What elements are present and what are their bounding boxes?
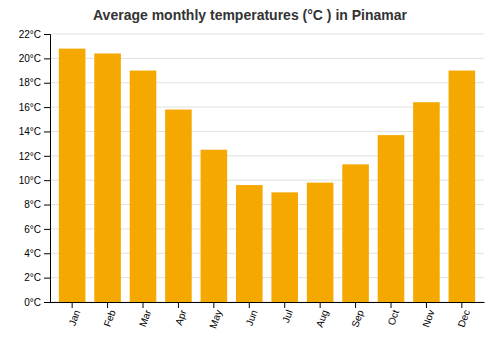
x-tick-label: Aug: [314, 308, 330, 328]
x-tick-mark: [391, 302, 392, 308]
y-tick-label: 20°C: [19, 53, 41, 64]
x-tick-mark: [143, 302, 144, 308]
x-tick-label: Jul: [280, 308, 295, 324]
y-tick-mark: [44, 34, 50, 35]
bar: [449, 71, 476, 302]
y-tick-label: 12°C: [19, 151, 41, 162]
y-tick: 8°C: [24, 199, 50, 210]
y-tick: 4°C: [24, 248, 50, 259]
bar: [165, 110, 192, 302]
bar: [413, 102, 440, 302]
y-tick-mark: [44, 253, 50, 254]
y-tick-mark: [44, 229, 50, 230]
x-tick: Feb: [102, 302, 118, 328]
bar: [307, 183, 334, 302]
x-tick-mark: [320, 302, 321, 308]
y-tick-label: 10°C: [19, 175, 41, 186]
y-tick-label: 22°C: [19, 29, 41, 40]
plot-area: Jan Feb Mar Apr May Jun Jul Aug Sep Oct Nov Dec 0°C 2…: [19, 29, 485, 330]
x-tick-label: Jun: [244, 308, 260, 327]
x-tick: Dec: [456, 302, 472, 329]
y-tick-label: 18°C: [19, 77, 41, 88]
x-tick-mark: [178, 302, 179, 308]
x-tick-mark: [426, 302, 427, 308]
bar: [378, 135, 405, 302]
chart-svg: Jan Feb Mar Apr May Jun Jul Aug Sep Oct Nov Dec 0°C 2…: [0, 0, 500, 350]
bar: [201, 150, 228, 302]
x-tick: Apr: [173, 302, 189, 327]
x-axis: Jan Feb Mar Apr May Jun Jul Aug Sep Oct Nov Dec: [51, 302, 485, 330]
y-tick-mark: [44, 131, 50, 132]
x-tick: Jun: [244, 302, 260, 327]
x-tick-label: Oct: [386, 308, 402, 327]
bar: [271, 192, 298, 302]
y-tick-mark: [44, 278, 50, 279]
x-tick-mark: [213, 302, 214, 308]
x-tick-mark: [72, 302, 73, 308]
y-tick-label: 16°C: [19, 102, 41, 113]
bar: [236, 185, 263, 302]
chart-container: Jan Feb Mar Apr May Jun Jul Aug Sep Oct Nov Dec 0°C 2…: [0, 0, 500, 350]
y-tick: 6°C: [24, 224, 50, 235]
x-tick: Jul: [280, 302, 295, 324]
x-tick: Jan: [66, 302, 82, 327]
x-axis-line: [51, 302, 485, 303]
y-tick-mark: [44, 83, 50, 84]
x-tick-mark: [107, 302, 108, 308]
y-tick-label: 8°C: [24, 199, 41, 210]
x-tick-label: Sep: [349, 308, 366, 329]
x-tick: May: [207, 302, 224, 330]
x-tick-label: May: [207, 308, 224, 330]
x-tick-mark: [461, 302, 462, 308]
y-tick-mark: [44, 302, 50, 303]
y-tick-label: 4°C: [24, 248, 41, 259]
bar: [342, 164, 369, 302]
x-tick-mark: [355, 302, 356, 308]
x-tick-mark: [249, 302, 250, 308]
bars: [59, 49, 475, 302]
chart-title: Average monthly temperatures (°C ) in Pi…: [93, 7, 407, 23]
bar: [130, 71, 157, 302]
y-tick: 2°C: [24, 272, 50, 283]
x-tick: Oct: [386, 302, 402, 327]
x-tick-label: Jan: [66, 308, 82, 327]
y-tick: 20°C: [19, 53, 50, 64]
y-tick-label: 6°C: [24, 224, 41, 235]
x-tick-label: Dec: [456, 308, 472, 328]
y-tick-mark: [44, 58, 50, 59]
bar: [94, 53, 121, 302]
y-tick: 22°C: [19, 29, 50, 40]
y-tick: 0°C: [24, 297, 50, 308]
y-tick-mark: [44, 107, 50, 108]
y-tick: 10°C: [19, 175, 50, 186]
x-tick-mark: [284, 302, 285, 308]
x-tick: Aug: [314, 302, 330, 329]
y-tick: 14°C: [19, 126, 50, 137]
x-tick: Sep: [349, 302, 366, 329]
y-tick-label: 2°C: [24, 272, 41, 283]
y-tick-mark: [44, 205, 50, 206]
y-axis-line: [44, 35, 51, 303]
y-tick-mark: [44, 180, 50, 181]
y-tick: 16°C: [19, 102, 50, 113]
x-tick: Nov: [420, 302, 436, 329]
y-tick-label: 14°C: [19, 126, 41, 137]
grid: [50, 34, 484, 302]
y-tick: 12°C: [19, 151, 50, 162]
x-tick-label: Feb: [102, 308, 118, 328]
grid-line: [50, 34, 484, 35]
x-tick-label: Apr: [173, 308, 189, 327]
bar: [59, 49, 86, 302]
x-tick-label: Mar: [137, 308, 153, 329]
x-tick-label: Nov: [420, 308, 436, 328]
y-tick-label: 0°C: [24, 297, 41, 308]
x-tick: Mar: [137, 302, 153, 328]
y-tick: 18°C: [19, 77, 50, 88]
y-axis: 0°C 2°C 4°C 6°C 8°C 10°C 12°C 14°C 16°C 18°C 20°C 2…: [19, 29, 51, 308]
y-tick-mark: [44, 156, 50, 157]
